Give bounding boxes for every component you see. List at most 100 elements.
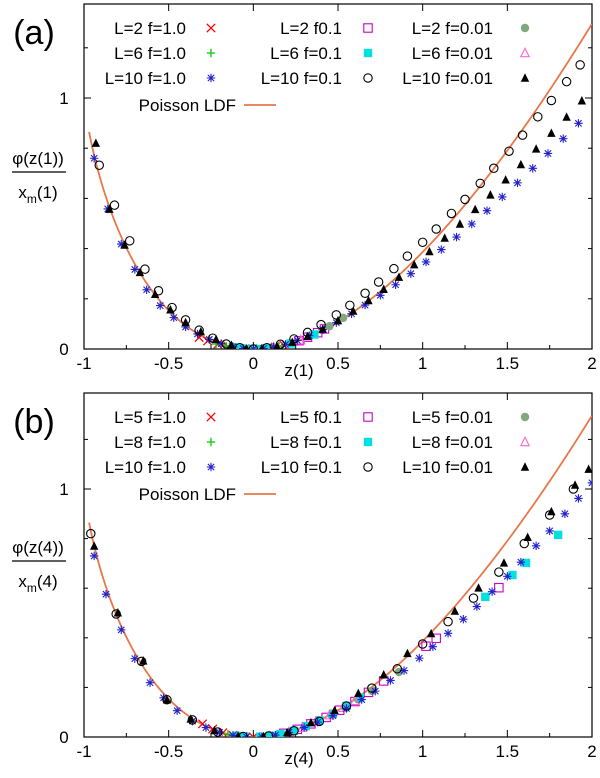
data-point (117, 239, 126, 249)
legend-label: L=2 f0.1 (280, 19, 342, 38)
data-point (443, 616, 453, 627)
data-point (394, 272, 404, 281)
data-point (410, 259, 419, 269)
data-point (166, 305, 175, 314)
series-l-10-f-0-1 (86, 484, 579, 737)
series-l-5-f-1-0 (197, 719, 279, 737)
data-point (248, 344, 259, 349)
legend-marker (206, 23, 216, 33)
data-point (86, 528, 96, 539)
legend-marker (520, 412, 530, 422)
data-point (232, 731, 241, 737)
legend-label: L=10 f=0.1 (261, 458, 342, 477)
data-point (254, 344, 263, 349)
legend-marker (519, 47, 531, 58)
legend-label: L=8 f=1.0 (114, 433, 186, 452)
data-point (306, 717, 316, 727)
data-point (120, 240, 129, 249)
data-point (288, 337, 297, 346)
data-point (89, 541, 99, 550)
data-point (504, 146, 514, 156)
data-point (354, 688, 363, 698)
data-point (547, 128, 556, 137)
legend-marker (363, 48, 373, 58)
y-axis-label-numerator: φ(z(1)) (12, 149, 64, 168)
data-point (181, 317, 190, 327)
data-point (94, 160, 104, 171)
data-point (89, 551, 99, 561)
legend-marker (206, 437, 216, 447)
data-point (235, 342, 245, 349)
legend-label: L=6 f=0.1 (270, 44, 342, 63)
data-point (349, 694, 361, 706)
data-point (487, 587, 497, 596)
series-l-2-f-0-01 (325, 313, 348, 331)
data-point (421, 257, 431, 267)
data-point (373, 277, 384, 287)
data-point (289, 726, 299, 735)
data-point (376, 291, 385, 300)
data-point (523, 532, 532, 542)
data-point (135, 267, 145, 277)
data-point (140, 264, 150, 274)
data-point (519, 538, 530, 549)
data-point (440, 233, 449, 242)
y-denominator-sub: m (27, 581, 37, 595)
data-point (360, 300, 370, 310)
data-point (201, 723, 211, 732)
panel-label-bg (0, 10, 78, 52)
data-point (342, 704, 351, 713)
data-point (431, 224, 441, 234)
data-point (426, 628, 436, 638)
data-point (482, 206, 492, 215)
data-point (499, 558, 509, 567)
data-point (574, 494, 583, 503)
data-point (130, 265, 139, 274)
x-tick-label: 2 (587, 742, 596, 761)
data-point (417, 639, 428, 649)
data-point (357, 695, 366, 704)
series-l-10-f-0-01 (89, 464, 592, 737)
data-point (587, 478, 592, 487)
data-point (215, 728, 224, 737)
series-l-10-f-0-01 (91, 96, 587, 349)
data-point (210, 725, 219, 735)
data-point (367, 683, 377, 693)
data-point (156, 301, 165, 310)
data-point (153, 286, 164, 296)
y-axis-label-numerator: φ(z(4)) (12, 538, 64, 557)
data-point (205, 335, 214, 344)
legend-marker (519, 436, 531, 447)
data-point (142, 285, 151, 294)
data-point (91, 138, 101, 147)
chart-panel-a: -1 -0.5 0 0.5 1 1.5 2 0 1 z(1) φ(z(1)) xm(1) L=2 f=1… (0, 3, 597, 380)
legend-marker (206, 48, 216, 58)
data-point (227, 340, 236, 349)
data-point (428, 642, 438, 651)
x-tick-label: 1.5 (496, 742, 520, 761)
data-point (276, 729, 285, 737)
data-point (113, 608, 123, 617)
data-point (528, 164, 537, 173)
data-point (575, 60, 585, 70)
data-point (293, 336, 302, 345)
chart-panel-b: -1 -0.5 0 0.5 1 1.5 2 0 1 z(4) φ(z(4)) xm(4) L=5 f=1… (0, 392, 597, 768)
data-point (403, 648, 412, 658)
x-tick-label: -1 (76, 742, 91, 761)
legend-label: L=10 f=0.01 (402, 458, 493, 477)
data-point (415, 653, 424, 663)
data-point (516, 159, 526, 169)
data-point (211, 334, 221, 344)
y-denominator-sub: m (27, 192, 37, 206)
y-axis-label-denominator: xm(4) (18, 572, 57, 595)
data-point (474, 583, 483, 592)
data-point (150, 289, 160, 298)
data-point (455, 219, 465, 228)
data-point (437, 245, 446, 254)
legend-label: L=10 f=1.0 (105, 458, 186, 477)
legend-label: L=5 f0.1 (280, 408, 342, 427)
legend-marker (206, 462, 216, 472)
x-axis-label-bg (278, 357, 321, 379)
y-denominator-base: x (18, 572, 27, 591)
data-point (89, 154, 99, 163)
